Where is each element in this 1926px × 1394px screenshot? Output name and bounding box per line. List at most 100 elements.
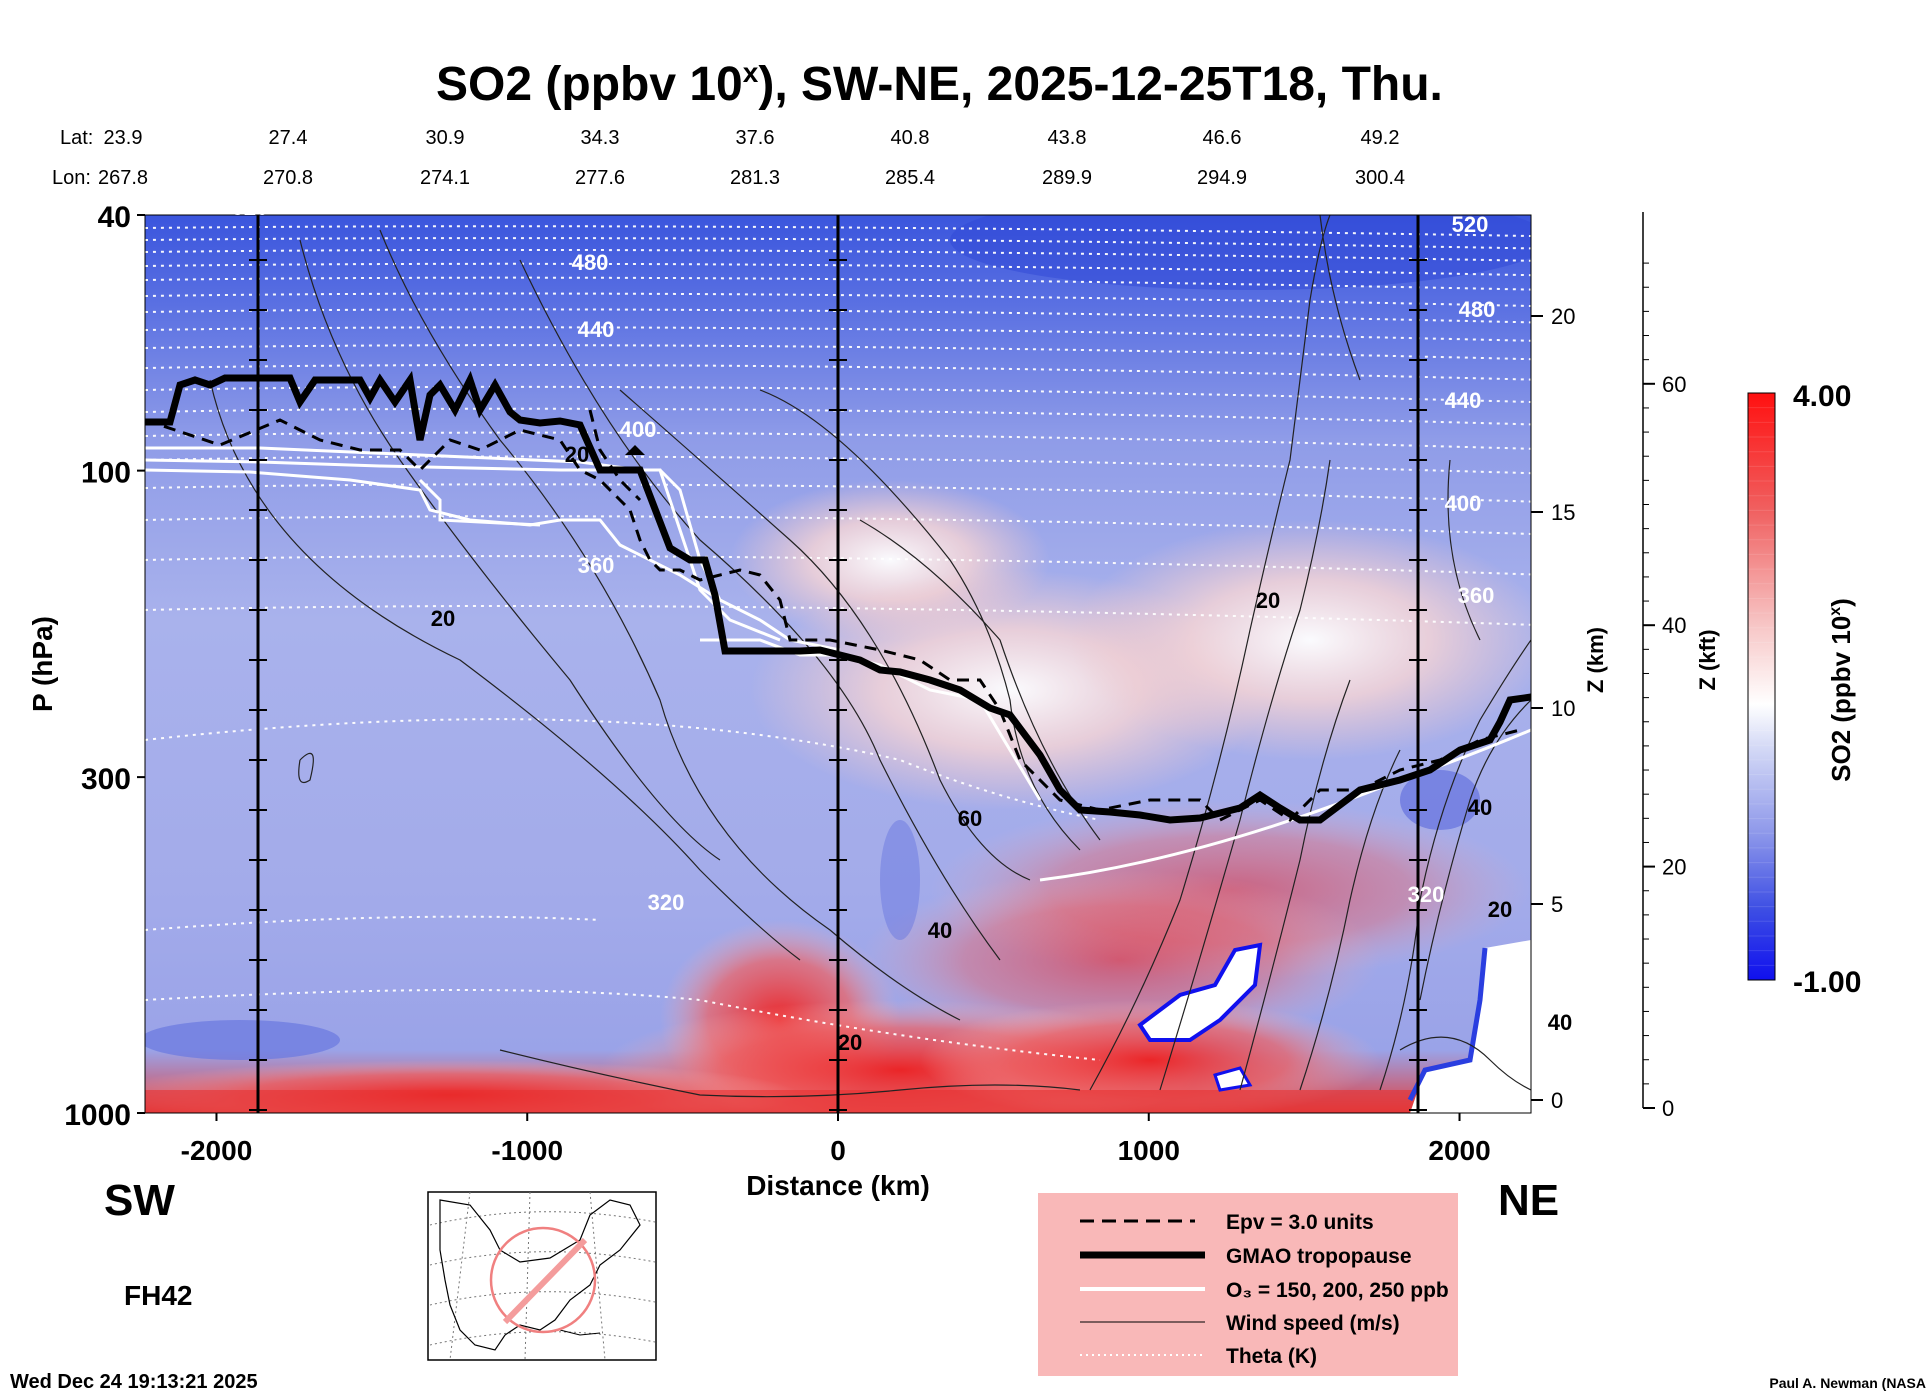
lon-value: 277.6 — [575, 167, 625, 189]
z-kft-tick-label: 60 — [1662, 372, 1686, 397]
legend-tropopause: GMAO tropopause — [1226, 1245, 1412, 1268]
lon-value: 300.4 — [1355, 167, 1405, 189]
legend: Epv = 3.0 units GMAO tropopause O₃ = 150… — [1038, 1193, 1458, 1376]
wind-speed-contours — [209, 215, 1531, 1098]
vertical-line-ticks — [249, 259, 1427, 1111]
credit: Paul A. Newman (NASA — [1769, 1375, 1926, 1391]
x-tick-label: 2000 — [1428, 1135, 1490, 1166]
theta-label: 440 — [1445, 388, 1482, 413]
lat-value: 49.2 — [1361, 127, 1400, 149]
wind-label: 20 — [1256, 588, 1280, 613]
theta-label: 400 — [620, 417, 657, 442]
lon-value: 281.3 — [730, 167, 780, 189]
z-kft-axis: 0 20 40 60 — [1642, 212, 1686, 1121]
theta-line — [145, 276, 1531, 291]
theta-label: 520 — [232, 195, 269, 220]
legend-ozone: O₃ = 150, 200, 250 ppb — [1226, 1279, 1449, 1302]
forecast-hour: FH42 — [124, 1280, 192, 1311]
theta-line — [145, 225, 1531, 237]
lat-value: 43.8 — [1048, 127, 1087, 149]
theta-label: 480 — [1459, 297, 1496, 322]
theta-line — [145, 292, 1531, 307]
lon-value: 289.9 — [1042, 167, 1092, 189]
theta-line — [145, 237, 1531, 250]
theta-label: 480 — [572, 250, 609, 275]
lat-value: 46.6 — [1203, 127, 1242, 149]
sw-label: SW — [104, 1176, 175, 1225]
wind-label: 40 — [1468, 795, 1492, 820]
lon-value: 285.4 — [885, 167, 935, 189]
theta-line — [145, 364, 1531, 381]
theta-line — [145, 262, 1531, 277]
y-tick-label: 100 — [81, 457, 131, 490]
y-tick-label: 1000 — [64, 1099, 131, 1132]
theta-line — [145, 385, 1531, 403]
theta-line — [145, 718, 1101, 821]
lat-value: 37.6 — [736, 127, 775, 149]
colorbar-label: SO2 (ppbv 10x) — [1826, 598, 1856, 782]
colorbar-frame — [1747, 392, 1776, 981]
wind-label: 20 — [838, 1030, 862, 1055]
z-km-tick-label: 5 — [1551, 892, 1563, 917]
z-kft-tick-label: 20 — [1662, 855, 1686, 880]
wind-label: 20 — [565, 442, 589, 467]
theta-line — [145, 344, 1531, 361]
theta-label: 440 — [578, 317, 615, 342]
ne-label: NE — [1498, 1176, 1559, 1225]
theta-label: 320 — [648, 890, 685, 915]
chart-title: SO2 (ppbv 10x), SW-NE, 2025-12-25T18, Th… — [436, 57, 1443, 111]
theta-labels: 520 480 440 400 360 320 520 480 440 400 360 320 — [232, 195, 1496, 915]
reference-verticals — [256, 215, 1420, 1113]
wind-label: 20 — [1488, 897, 1512, 922]
wind-label: 40 — [928, 918, 952, 943]
theta-label: 360 — [1458, 583, 1495, 608]
lon-value: 274.1 — [420, 167, 470, 189]
colorbar — [1748, 393, 1775, 980]
theta-line — [145, 604, 1531, 626]
inset-map — [427, 1191, 657, 1361]
legend-epv: Epv = 3.0 units — [1226, 1211, 1374, 1234]
lat-value: 23.9 — [104, 127, 143, 149]
pressure-axis: 40 100 300 1000 — [64, 201, 145, 1132]
x-axis-label: Distance (km) — [746, 1170, 930, 1201]
distance-axis: -2000 -1000 0 1000 2000 — [181, 1113, 1491, 1166]
colorbar-levels — [1747, 392, 1776, 981]
colorbar-max: 4.00 — [1793, 380, 1851, 413]
theta-label: 320 — [1408, 882, 1445, 907]
z-km-label: Z (km) — [1583, 627, 1608, 693]
z-km-tick-label: 0 — [1551, 1088, 1563, 1113]
so2-field — [145, 215, 1531, 1113]
lon-value: 294.9 — [1197, 167, 1247, 189]
theta-line — [145, 326, 1531, 342]
theta-line — [145, 455, 1531, 475]
theta-line — [145, 515, 1531, 535]
z-km-tick-label: 10 — [1551, 696, 1575, 721]
legend-theta: Theta (K) — [1226, 1345, 1317, 1368]
z-kft-tick-label: 40 — [1662, 613, 1686, 638]
theta-line — [145, 431, 1531, 450]
z-kft-tick-label: 0 — [1662, 1096, 1674, 1121]
theta-line — [145, 555, 1531, 576]
lat-label: Lat: — [60, 127, 93, 149]
lon-value: 267.8 — [98, 167, 148, 189]
wind-label: 20 — [431, 606, 455, 631]
theta-label: 520 — [1452, 212, 1489, 237]
theta-line — [145, 989, 1101, 1061]
lon-value: 270.8 — [263, 167, 313, 189]
z-km-axis: 0 5 10 15 20 — [1531, 304, 1575, 1113]
wind-label: 40 — [1548, 1010, 1572, 1035]
theta-line — [145, 915, 601, 931]
theta-label: 360 — [578, 553, 615, 578]
x-tick-label: -2000 — [181, 1135, 253, 1166]
lat-lon-tick-labels: 23.9 27.4 30.9 34.3 37.6 40.8 43.8 46.6 49.2 267.… — [98, 127, 1405, 189]
x-tick-label: 1000 — [1118, 1135, 1180, 1166]
y-tick-label: 300 — [81, 763, 131, 796]
colorbar-min: -1.00 — [1793, 966, 1861, 999]
y-axis-label: P (hPa) — [27, 616, 58, 712]
z-km-tick-label: 15 — [1551, 500, 1575, 525]
wind-label: 60 — [958, 806, 982, 831]
theta-label: 400 — [1445, 491, 1482, 516]
z-km-tick-label: 20 — [1551, 304, 1575, 329]
tropopause-line — [145, 370, 1531, 824]
